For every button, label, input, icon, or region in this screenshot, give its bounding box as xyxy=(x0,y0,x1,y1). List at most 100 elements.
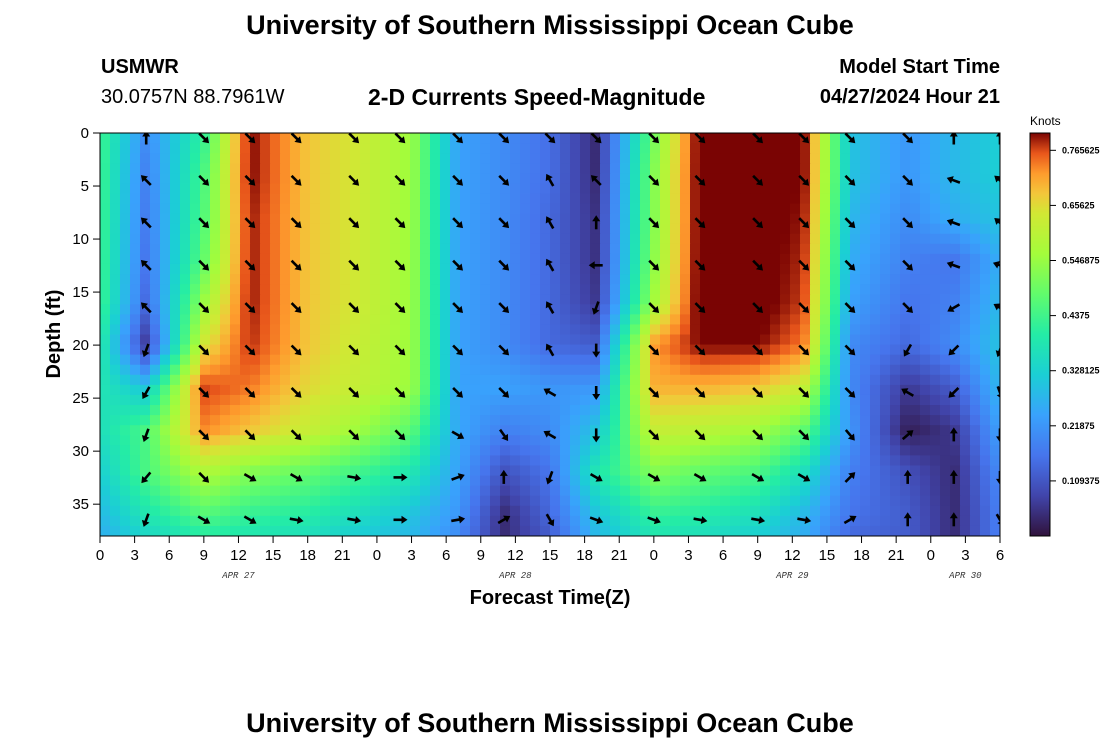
heatmap-cell xyxy=(520,163,531,174)
heatmap-cell xyxy=(590,193,601,205)
heatmap-cell xyxy=(180,253,191,265)
heatmap-cell xyxy=(900,334,911,346)
heatmap-cell xyxy=(110,344,121,356)
heatmap-cell xyxy=(560,475,571,487)
heatmap-cell xyxy=(970,233,981,245)
heatmap-cell xyxy=(300,485,311,497)
heatmap-cell xyxy=(520,374,531,386)
heatmap-cell xyxy=(620,344,631,356)
heatmap-cell xyxy=(140,193,151,205)
heatmap-cell xyxy=(230,284,241,295)
heatmap-cell xyxy=(800,243,811,255)
heatmap-cell xyxy=(850,173,861,184)
heatmap-cell xyxy=(820,274,831,285)
heatmap-cell xyxy=(330,445,341,456)
heatmap-cell xyxy=(330,274,341,285)
current-arrow xyxy=(751,473,765,482)
heatmap-cell xyxy=(260,445,271,456)
heatmap-cell xyxy=(430,143,441,154)
current-arrow xyxy=(244,174,256,186)
heatmap-cell xyxy=(580,435,591,446)
heatmap-cell xyxy=(410,153,421,164)
heatmap-cell xyxy=(610,263,621,275)
heatmap-cell xyxy=(250,233,261,245)
heatmap-cell xyxy=(220,525,231,536)
heatmap-cell xyxy=(640,253,651,265)
heatmap-cell xyxy=(490,294,501,305)
heatmap-cell xyxy=(370,294,381,305)
heatmap-cell xyxy=(340,465,351,477)
heatmap-cell xyxy=(720,374,731,386)
current-arrow xyxy=(798,174,810,186)
heatmap-cell xyxy=(830,223,841,235)
heatmap-cell xyxy=(660,173,671,184)
heatmap-cell xyxy=(150,485,161,497)
heatmap-cell xyxy=(280,475,291,487)
heatmap-cell xyxy=(650,314,661,326)
x-tick-label: 6 xyxy=(719,547,727,564)
heatmap-cell xyxy=(390,263,401,275)
heatmap-cell xyxy=(200,384,211,396)
heatmap-cell xyxy=(370,344,381,356)
heatmap-cell xyxy=(130,203,141,215)
heatmap-cell xyxy=(200,223,211,235)
heatmap-cell xyxy=(260,233,271,245)
heatmap-cell xyxy=(130,153,141,164)
heatmap-cell xyxy=(100,314,111,326)
heatmap-cell xyxy=(780,314,791,326)
heatmap-cell xyxy=(370,334,381,346)
heatmap-cell xyxy=(630,143,641,154)
heatmap-cell xyxy=(960,354,971,366)
heatmap-cell xyxy=(170,243,181,255)
heatmap-cell xyxy=(670,475,681,487)
heatmap-cell xyxy=(480,495,491,507)
heatmap-cell xyxy=(480,213,491,225)
heatmap-cell xyxy=(160,455,171,467)
heatmap-cell xyxy=(170,133,181,144)
heatmap-cell xyxy=(430,243,441,255)
heatmap-cell xyxy=(720,263,731,275)
heatmap-cell xyxy=(580,455,591,467)
heatmap-cell xyxy=(810,465,821,477)
heatmap-cell xyxy=(210,133,221,144)
heatmap-cell xyxy=(940,243,951,255)
heatmap-cell xyxy=(830,314,841,326)
heatmap-cell xyxy=(390,304,401,315)
heatmap-cell xyxy=(240,173,251,184)
heatmap-cell xyxy=(360,435,371,446)
heatmap-cell xyxy=(910,193,921,205)
heatmap-cell xyxy=(940,425,951,436)
heatmap-cell xyxy=(360,263,371,275)
heatmap-cell xyxy=(870,525,881,536)
heatmap-cell xyxy=(330,223,341,235)
heatmap-cell xyxy=(620,495,631,507)
heatmap-cell xyxy=(370,445,381,456)
heatmap-cell xyxy=(980,374,991,386)
heatmap-cell xyxy=(380,465,391,477)
current-arrow xyxy=(798,133,810,144)
heatmap-cell xyxy=(610,344,621,356)
current-arrow xyxy=(693,473,707,482)
heatmap-cell xyxy=(320,505,331,517)
heatmap-cell xyxy=(920,405,931,416)
heatmap-cell xyxy=(720,344,731,356)
heatmap-cell xyxy=(510,143,521,154)
heatmap-cell xyxy=(400,183,411,195)
heatmap-cell xyxy=(130,354,141,366)
heatmap-cell xyxy=(330,183,341,195)
heatmap-cell xyxy=(500,495,511,507)
heatmap-cell xyxy=(910,394,921,406)
heatmap-cell xyxy=(240,324,251,336)
heatmap-cell xyxy=(630,253,641,265)
heatmap-cell xyxy=(470,425,481,436)
heatmap-cell xyxy=(230,183,241,195)
heatmap-cell xyxy=(360,394,371,406)
heatmap-cell xyxy=(530,405,541,416)
heatmap-cell xyxy=(840,274,851,285)
heatmap-cell xyxy=(740,233,751,245)
current-arrow xyxy=(498,133,510,144)
heatmap-cell xyxy=(500,384,511,396)
heatmap-cell xyxy=(120,213,131,225)
heatmap-cell xyxy=(510,153,521,164)
heatmap-cell xyxy=(130,374,141,386)
